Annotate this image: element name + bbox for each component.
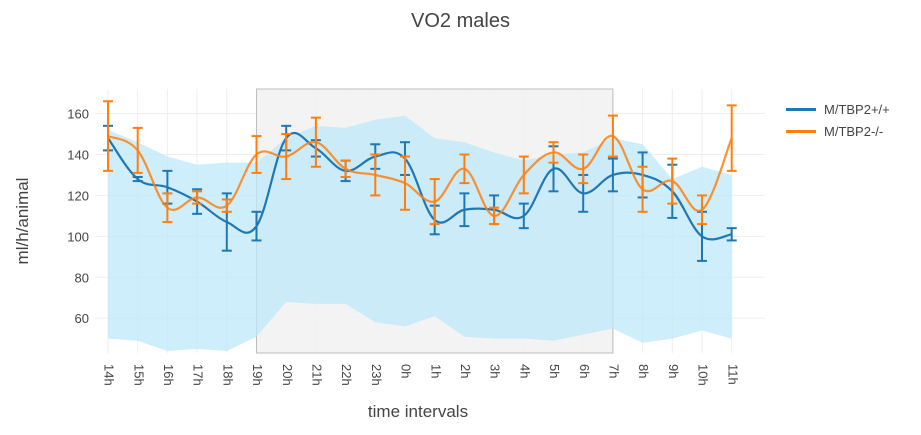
y-tick-label: 100 bbox=[67, 229, 89, 244]
x-tick-label: 1h bbox=[428, 364, 443, 378]
x-tick-label: 6h bbox=[577, 364, 592, 378]
y-axis-title: ml/h/animal bbox=[13, 178, 32, 265]
legend-swatch-series-2 bbox=[786, 129, 816, 133]
x-tick-label: 4h bbox=[517, 364, 532, 378]
legend: M/TBP2+/+ M/TBP2-/- bbox=[786, 98, 890, 142]
legend-item-series-2[interactable]: M/TBP2-/- bbox=[786, 120, 890, 142]
x-tick-label: 16h bbox=[161, 364, 176, 386]
y-tick-label: 60 bbox=[75, 311, 89, 326]
legend-label-series-2: M/TBP2-/- bbox=[824, 123, 884, 139]
y-tick-label: 120 bbox=[67, 188, 89, 203]
x-tick-label: 7h bbox=[606, 364, 621, 378]
x-tick-label: 21h bbox=[309, 364, 324, 386]
y-tick-label: 80 bbox=[75, 270, 89, 285]
x-tick-label: 2h bbox=[458, 364, 473, 378]
x-tick-label: 5h bbox=[547, 364, 562, 378]
series-line bbox=[107, 131, 732, 241]
x-tick-label: 3h bbox=[488, 364, 503, 378]
x-tick-label: 15h bbox=[131, 364, 146, 386]
series-2 bbox=[103, 100, 737, 226]
y-tick-label: 160 bbox=[67, 107, 89, 122]
x-tick-label: 17h bbox=[191, 364, 206, 386]
x-tick-label: 23h bbox=[369, 364, 384, 386]
series-line bbox=[107, 134, 733, 217]
x-tick-label: 11h bbox=[725, 364, 740, 385]
legend-label-series-1: M/TBP2+/+ bbox=[824, 101, 890, 117]
x-tick-label: 8h bbox=[636, 364, 651, 378]
range-band bbox=[108, 115, 732, 351]
legend-swatch-series-1 bbox=[786, 107, 816, 111]
x-tick-label: 22h bbox=[339, 364, 354, 386]
x-tick-label: 0h bbox=[399, 364, 414, 378]
x-tick-label: 10h bbox=[696, 364, 711, 386]
y-tick-label: 140 bbox=[67, 147, 89, 162]
chart-title: VO2 males bbox=[411, 10, 510, 32]
x-tick-label: 20h bbox=[280, 364, 295, 386]
x-tick-label: 19h bbox=[250, 364, 265, 386]
legend-item-series-1[interactable]: M/TBP2+/+ bbox=[786, 98, 890, 120]
x-tick-label: 9h bbox=[666, 364, 681, 378]
x-tick-label: 14h bbox=[102, 364, 117, 386]
x-tick-label: 18h bbox=[220, 364, 235, 386]
x-axis-title: time intervals bbox=[368, 402, 468, 421]
